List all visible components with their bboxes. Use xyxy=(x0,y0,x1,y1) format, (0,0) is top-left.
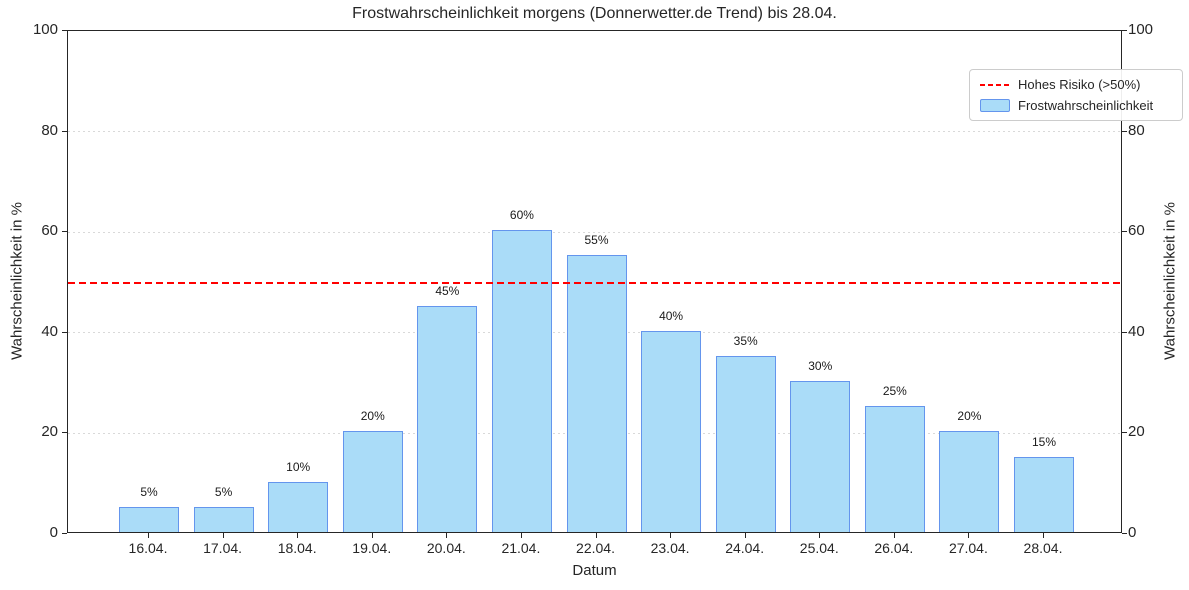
gridline-80 xyxy=(68,131,1121,133)
bar-19.04. xyxy=(342,431,403,532)
x-tick-mark xyxy=(744,533,746,538)
y-tick-label-left: 40 xyxy=(41,322,58,340)
y-tick-mark xyxy=(62,30,67,31)
bar-value-label: 5% xyxy=(214,484,233,499)
x-tick-mark xyxy=(446,533,448,538)
bar-18.04. xyxy=(268,481,329,532)
red-dashed-line-icon xyxy=(980,83,1010,86)
y-tick-label-right: 60 xyxy=(1128,222,1145,240)
x-tick-mark xyxy=(371,533,373,538)
x-tick-label: 28.04. xyxy=(1023,540,1063,556)
x-tick-label: 20.04. xyxy=(426,540,466,556)
x-tick-mark xyxy=(1043,533,1044,538)
bar-value-label: 35% xyxy=(733,333,758,348)
x-tick-mark xyxy=(148,533,149,538)
plot-area: Hohes Risiko (>50%) Frostwahrscheinlichk… xyxy=(67,30,1183,533)
legend: Hohes Risiko (>50%) Frostwahrscheinlichk… xyxy=(969,69,1183,121)
bar-21.04. xyxy=(491,230,552,532)
x-tick-label: 25.04. xyxy=(799,540,839,556)
y-tick-label-left: 80 xyxy=(41,121,58,139)
y-tick-label-right: 0 xyxy=(1128,524,1137,541)
bar-22.04. xyxy=(566,255,627,532)
y-tick-label-left: 60 xyxy=(41,222,58,240)
x-tick-label: 26.04. xyxy=(874,540,914,556)
x-tick-mark xyxy=(819,533,821,538)
bar-24.04. xyxy=(715,355,776,532)
y-tick-mark xyxy=(1122,30,1127,31)
x-tick-label: 16.04. xyxy=(128,540,168,556)
y-tick-mark xyxy=(1122,231,1127,233)
bar-28.04. xyxy=(1014,456,1074,532)
bar-value-label: 10% xyxy=(286,459,311,474)
x-tick-mark xyxy=(297,533,299,538)
y-tick-label-right: 100 xyxy=(1128,21,1154,38)
x-tick-mark xyxy=(595,533,597,538)
bar-value-label: 5% xyxy=(140,484,158,499)
bar-23.04. xyxy=(641,330,702,532)
bar-value-label: 20% xyxy=(360,409,385,424)
y-tick-mark xyxy=(62,432,67,434)
x-tick-label: 21.04. xyxy=(501,540,541,556)
y-tick-mark xyxy=(62,533,67,534)
bar-16.04. xyxy=(119,506,179,532)
y-tick-mark xyxy=(62,231,67,233)
legend-label: Frostwahrscheinlichkeit xyxy=(1018,98,1154,113)
gridline-60 xyxy=(68,231,1121,233)
y-tick-label-left: 0 xyxy=(49,524,58,541)
legend-item-frost-probability: Frostwahrscheinlichkeit xyxy=(980,98,1172,113)
y-tick-mark xyxy=(62,331,67,333)
chart-title: Frostwahrscheinlichkeit morgens (Donnerw… xyxy=(352,5,837,22)
x-axis-label: Datum xyxy=(572,562,617,579)
legend-label: Hohes Risiko (>50%) xyxy=(1018,77,1141,92)
x-tick-mark xyxy=(222,533,224,538)
bar-value-label: 45% xyxy=(435,283,460,298)
bar-26.04. xyxy=(864,406,925,532)
x-tick-mark xyxy=(520,533,522,538)
y-tick-label-left: 20 xyxy=(41,423,58,441)
y-tick-mark xyxy=(62,130,67,132)
x-tick-label: 23.04. xyxy=(650,540,690,556)
x-tick-label: 19.04. xyxy=(352,540,392,556)
bar-value-label: 40% xyxy=(659,308,684,323)
y-tick-mark xyxy=(1122,130,1127,132)
bar-17.04. xyxy=(193,506,254,532)
legend-item-high-risk: Hohes Risiko (>50%) xyxy=(980,77,1172,92)
bar-value-label: 30% xyxy=(808,359,833,374)
y-tick-label-left: 100 xyxy=(32,21,58,38)
bar-25.04. xyxy=(790,381,851,532)
y-tick-mark xyxy=(1122,533,1127,534)
y-tick-label-right: 20 xyxy=(1128,423,1145,441)
x-tick-label: 18.04. xyxy=(277,540,317,556)
x-tick-mark xyxy=(893,533,895,538)
y-tick-mark xyxy=(1122,432,1127,434)
bar-value-label: 55% xyxy=(584,233,609,248)
y-tick-label-right: 80 xyxy=(1128,121,1145,139)
x-tick-mark xyxy=(968,533,970,538)
x-tick-label: 22.04. xyxy=(576,540,615,556)
bar-value-label: 15% xyxy=(1031,434,1057,449)
bar-value-label: 25% xyxy=(882,384,907,399)
x-tick-label: 27.04. xyxy=(948,540,988,556)
x-tick-mark xyxy=(670,533,672,538)
bar-swatch-icon xyxy=(980,99,1010,112)
x-tick-label: 17.04. xyxy=(203,540,243,556)
bar-20.04. xyxy=(417,305,478,532)
bar-value-label: 60% xyxy=(509,208,534,223)
bar-27.04. xyxy=(939,431,1000,532)
bar-value-label: 20% xyxy=(957,409,982,424)
x-tick-label: 24.04. xyxy=(725,540,765,556)
y-tick-label-right: 40 xyxy=(1128,322,1145,340)
y-tick-mark xyxy=(1122,331,1127,333)
high-risk-threshold-line xyxy=(68,281,1121,284)
